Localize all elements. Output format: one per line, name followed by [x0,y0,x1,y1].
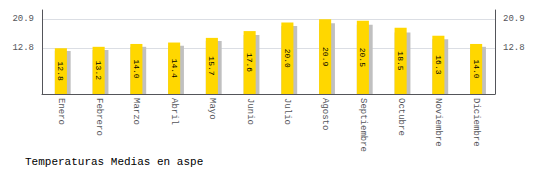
svg-text:Enero: Enero [56,98,66,125]
svg-text:14.0: 14.0 [472,59,481,78]
svg-text:12.8: 12.8 [56,62,65,81]
svg-text:14.4: 14.4 [170,59,179,78]
svg-text:Diciembre: Diciembre [471,98,481,147]
svg-text:Abril: Abril [169,98,179,125]
svg-text:Noviembre: Noviembre [433,98,443,147]
svg-text:18.5: 18.5 [396,51,405,70]
svg-text:20.9: 20.9 [12,14,34,24]
svg-text:13.2: 13.2 [94,61,103,80]
svg-text:20.5: 20.5 [358,48,367,67]
svg-text:12.8: 12.8 [503,43,525,53]
svg-text:Marzo: Marzo [131,98,141,125]
svg-text:Temperaturas Medias en aspe: Temperaturas Medias en aspe [25,156,203,168]
svg-text:20.9: 20.9 [321,47,330,66]
svg-text:Julio: Julio [282,98,292,125]
svg-text:12.8: 12.8 [12,43,34,53]
svg-text:20.9: 20.9 [503,14,525,24]
svg-text:15.7: 15.7 [207,56,216,75]
svg-text:14.0: 14.0 [132,59,141,78]
svg-text:Agosto: Agosto [320,98,330,130]
svg-text:Febrero: Febrero [94,98,104,136]
svg-text:Mayo: Mayo [207,98,217,120]
svg-text:Junio: Junio [245,98,255,125]
svg-text:20.0: 20.0 [283,49,292,68]
svg-text:16.3: 16.3 [434,55,443,74]
svg-text:Octubre: Octubre [396,98,406,136]
svg-text:Septiembre: Septiembre [358,98,368,152]
svg-text:17.6: 17.6 [245,53,254,72]
